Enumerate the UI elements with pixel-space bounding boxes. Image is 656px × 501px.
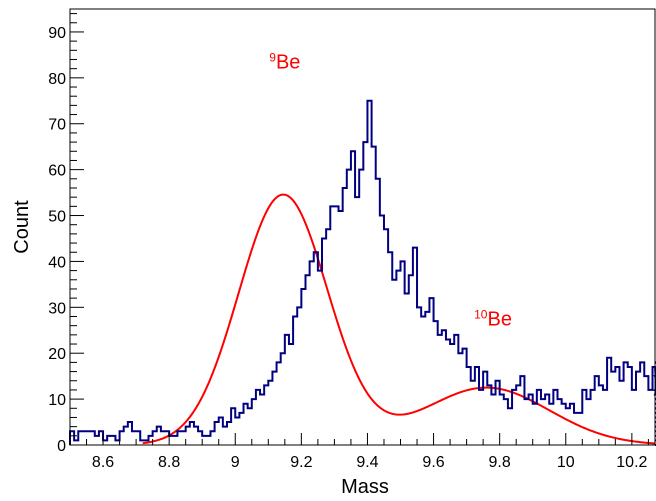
y-tick-label: 90 — [48, 25, 66, 42]
y-tick-label: 20 — [48, 346, 66, 363]
fit-curve — [142, 193, 656, 445]
y-tick-label: 60 — [48, 163, 66, 180]
y-tick-label: 70 — [48, 117, 66, 134]
peak-label-9be-mass-number: 9 — [269, 51, 276, 65]
peak-label-10be-mass-number: 10 — [474, 308, 488, 322]
histogram-layer — [69, 99, 656, 446]
y-tick-label: 80 — [48, 71, 66, 88]
y-axis-title: Count — [11, 200, 33, 254]
x-axis: 8.6 8.8 9 9.2 9.4 9.6 9.8 10 10.2 — [86, 433, 649, 471]
y-tick-label: 10 — [48, 392, 66, 409]
plot-frame — [69, 8, 656, 446]
x-tick-label: 10.2 — [616, 454, 647, 471]
x-tick-label: 10 — [557, 454, 575, 471]
x-tick-label: 9.6 — [422, 454, 444, 471]
y-tick-label: 40 — [48, 254, 66, 271]
peak-label-10be: 10Be — [474, 308, 512, 331]
histogram-line — [69, 99, 656, 446]
peak-label-9be-element: Be — [276, 52, 300, 74]
y-tick-label: 50 — [48, 209, 66, 226]
peak-label-9be: 9Be — [269, 51, 300, 74]
y-tick-label: 0 — [57, 438, 66, 455]
x-tick-label: 9 — [231, 454, 240, 471]
x-tick-label: 9.8 — [489, 454, 511, 471]
x-tick-label: 8.6 — [92, 454, 114, 471]
x-tick-label: 9.2 — [290, 454, 312, 471]
x-axis-title: Mass — [341, 476, 389, 498]
x-tick-label: 8.8 — [158, 454, 180, 471]
peak-label-10be-element: Be — [487, 309, 511, 331]
y-tick-label: 30 — [48, 300, 66, 317]
x-tick-label: 9.4 — [356, 454, 378, 471]
y-axis: 0 10 20 30 40 50 60 70 80 90 — [48, 13, 84, 455]
fit-curve-layer — [142, 193, 656, 445]
